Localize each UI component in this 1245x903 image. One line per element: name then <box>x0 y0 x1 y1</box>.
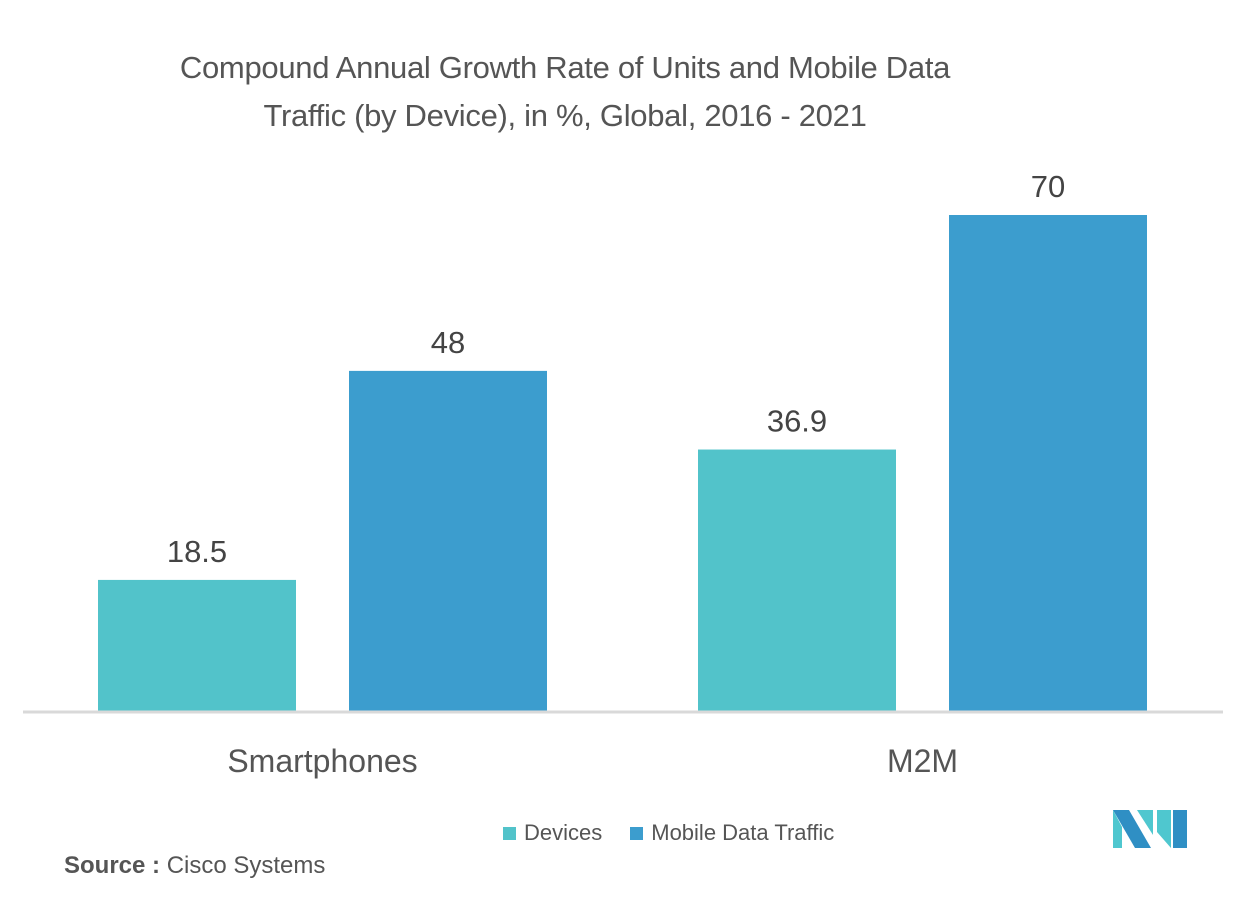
data-label-smartphones-devices: 18.5 <box>167 534 227 569</box>
bar-m2m-devices <box>698 449 896 711</box>
data-label-m2m-mobile-data-traffic: 70 <box>1031 169 1065 204</box>
bar-smartphones-mobile-data-traffic <box>349 370 547 711</box>
data-label-m2m-devices: 36.9 <box>767 404 827 439</box>
bar-chart: 18.5 48 Smartphones 36.9 70 M2M <box>23 169 1223 779</box>
source-prefix: Source : <box>64 852 161 879</box>
bar-smartphones-devices <box>98 579 296 711</box>
source-text: Cisco Systems <box>166 852 326 879</box>
legend-item-mobile-data-traffic: Mobile Data Traffic <box>630 820 834 846</box>
x-tick-label-smartphones: Smartphones <box>227 743 417 779</box>
legend-label-mobile-data-traffic: Mobile Data Traffic <box>651 820 835 845</box>
legend: Devices Mobile Data Traffic <box>503 820 862 846</box>
legend-label-devices: Devices <box>524 820 603 845</box>
legend-item-devices: Devices <box>503 820 602 846</box>
chart-title-line-1: Compound Annual Growth Rate of Units and… <box>179 50 951 85</box>
legend-swatch-devices <box>503 826 516 840</box>
data-label-smartphones-mobile-data-traffic: 48 <box>431 325 465 360</box>
chart-title-line-2: Traffic (by Device), in %, Global, 2016 … <box>263 98 867 133</box>
x-tick-label-m2m: M2M <box>887 743 958 779</box>
legend-swatch-mobile-data-traffic <box>630 826 644 840</box>
bar-m2m-mobile-data-traffic <box>949 215 1147 711</box>
source-note: Source : Cisco Systems <box>64 852 325 880</box>
brand-logo-icon <box>1113 810 1187 848</box>
